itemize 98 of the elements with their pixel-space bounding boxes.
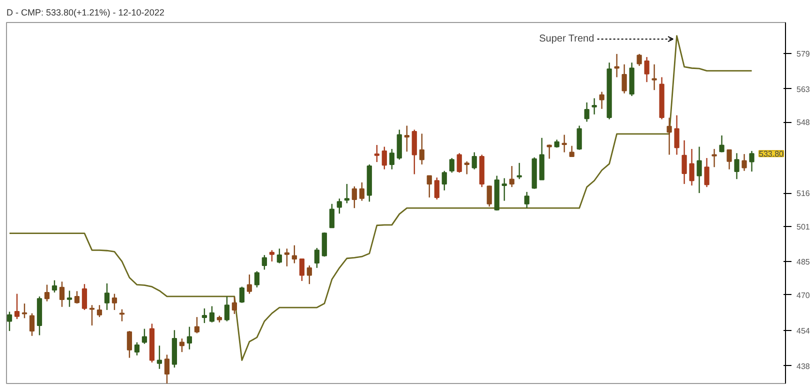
candlestick <box>576 125 582 150</box>
y-tick-label: 485 <box>796 258 810 267</box>
candlestick <box>472 152 477 170</box>
candlestick <box>419 133 424 166</box>
candlestick <box>269 250 274 262</box>
candlestick <box>569 145 574 158</box>
candlestick <box>749 150 754 172</box>
candlestick <box>336 198 342 214</box>
candlestick <box>329 203 334 228</box>
candlestick <box>239 286 244 304</box>
candlestick <box>156 345 162 370</box>
y-tick-label: 470 <box>796 290 810 300</box>
candlestick <box>299 258 304 282</box>
candlestick <box>734 152 740 180</box>
candlestick <box>456 152 462 174</box>
candlestick <box>682 140 687 185</box>
candlestick <box>262 254 267 270</box>
candlestick <box>59 281 65 308</box>
candlestick <box>486 184 492 208</box>
candlestick <box>202 308 207 324</box>
candlestick <box>74 290 80 304</box>
candlestick <box>322 232 327 258</box>
candlestick <box>164 354 170 384</box>
candlestick <box>509 165 514 188</box>
candlestick <box>292 244 297 264</box>
candlestick <box>29 312 35 336</box>
candlestick <box>396 129 402 160</box>
text: 533.80 <box>759 150 784 159</box>
candlestick <box>502 178 507 202</box>
candlestick <box>344 183 350 204</box>
candlestick <box>449 157 454 174</box>
y-tick-label: 579 <box>796 50 810 59</box>
y-tick-label: 548 <box>796 118 810 128</box>
candlestick <box>209 306 214 323</box>
candlestick <box>112 293 118 311</box>
y-tick-label: 516 <box>796 189 810 198</box>
candlestick <box>89 304 95 326</box>
candlestick <box>284 248 290 267</box>
chart-title: D - CMP: 533.80(+1.21%) - 12-10-2022 <box>6 8 164 18</box>
candlestick <box>6 311 12 332</box>
candlestick <box>374 144 380 163</box>
candlestick <box>186 326 192 350</box>
candlestick <box>726 149 732 170</box>
candlestick <box>404 125 410 152</box>
candlestick <box>246 274 252 294</box>
candlestick <box>44 284 50 302</box>
candlestick <box>666 117 672 156</box>
candlestick <box>614 53 620 78</box>
candlestick <box>194 316 200 334</box>
candlestick <box>712 148 717 168</box>
candlestick <box>82 283 88 311</box>
candlestick <box>314 247 320 268</box>
candlestick <box>584 102 590 122</box>
candlestick <box>516 162 522 180</box>
candlestick <box>464 160 470 175</box>
candlestick <box>232 296 237 315</box>
candlestick <box>704 157 710 188</box>
candlestick <box>14 293 20 320</box>
annotation: Super Trend <box>539 34 594 45</box>
candlestick <box>224 296 230 322</box>
candlestick <box>644 56 650 83</box>
candlestick <box>179 338 185 353</box>
candlestick <box>636 53 642 67</box>
line-series <box>8 35 752 361</box>
candlestick <box>599 91 604 110</box>
candlestick <box>546 144 552 160</box>
candlestick <box>412 129 417 175</box>
candlestick <box>142 328 148 344</box>
candlestick <box>442 170 447 191</box>
candlestick <box>96 304 102 318</box>
candlestick <box>719 134 724 153</box>
candlestick <box>352 186 357 209</box>
y-tick-label: 563 <box>796 84 810 94</box>
candlestick <box>104 282 110 311</box>
candlestick <box>66 290 72 308</box>
candlestick <box>562 134 567 153</box>
candlestick <box>434 176 440 200</box>
candlestick <box>254 270 260 288</box>
candlestick <box>622 64 627 94</box>
candlestick <box>276 248 282 264</box>
candlestick <box>52 280 58 294</box>
candlestick <box>524 191 530 209</box>
candlestick <box>696 146 702 194</box>
candlestick <box>389 148 394 170</box>
candlestick <box>359 182 364 202</box>
y-tick-label: 438 <box>796 362 810 371</box>
candlestick <box>134 342 140 356</box>
candlestick <box>742 153 747 172</box>
candlestick <box>126 330 132 358</box>
candlestick <box>689 148 694 186</box>
candlestick <box>652 64 657 91</box>
y-tick-label: 501 <box>796 222 810 232</box>
candlestick <box>674 114 680 156</box>
candlestick <box>426 175 432 198</box>
candlestick <box>382 146 387 170</box>
candlestick <box>306 264 312 285</box>
candlestick <box>592 98 597 116</box>
y-tick-label: 454 <box>796 326 810 336</box>
